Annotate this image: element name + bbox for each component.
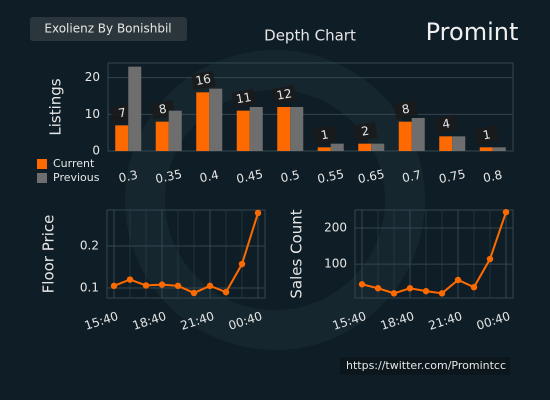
bar (196, 92, 210, 151)
point (502, 208, 510, 216)
value-label-box (312, 125, 337, 146)
bar (290, 107, 304, 151)
bar (398, 121, 412, 151)
point (254, 209, 262, 217)
y-tick-label: 200 (324, 221, 347, 235)
value-label-box (393, 99, 418, 120)
y-tick-label: 0.1 (80, 280, 99, 294)
legend-swatch (37, 159, 47, 169)
bar (371, 143, 385, 151)
point (126, 276, 134, 283)
bar (439, 136, 453, 151)
line (361, 211, 507, 295)
x-tick-label: 0.8 (482, 168, 504, 186)
bar (358, 143, 372, 151)
point (422, 287, 430, 295)
bar (317, 147, 331, 151)
value-label-box (191, 70, 216, 91)
line (113, 212, 259, 295)
y-axis-label: Listings (47, 78, 65, 135)
chart-title: Depth Chart (264, 27, 356, 45)
x-tick-label: 0.35 (154, 167, 183, 186)
bar (115, 125, 129, 151)
point (174, 282, 182, 290)
value-label: 7 (117, 105, 127, 120)
point (406, 285, 414, 292)
x-tick-label: 0.75 (438, 167, 467, 186)
legend-label: Current (53, 157, 95, 170)
value-label: 2 (360, 124, 370, 139)
link-box (340, 357, 510, 375)
legend-swatch (37, 173, 47, 183)
value-label: 12 (275, 86, 292, 102)
bar (249, 107, 263, 151)
point (142, 282, 150, 289)
value-label: 11 (235, 90, 252, 106)
y-tick-label: 100 (324, 257, 347, 271)
plot-frame (106, 209, 266, 299)
value-label-box (272, 85, 297, 105)
value-label: 8 (158, 102, 168, 117)
watermark (125, 50, 425, 350)
logo: Promint (426, 18, 519, 46)
bar (330, 143, 344, 151)
value-label-box (434, 114, 459, 135)
bar (452, 136, 466, 151)
x-tick-label: 0.7 (401, 168, 423, 186)
value-label: 8 (401, 102, 411, 117)
bar (277, 107, 291, 151)
footer-link: https://twitter.com/Promintcc (346, 359, 506, 372)
bar (128, 66, 142, 151)
bar (236, 110, 250, 151)
legend-label: Previous (53, 171, 100, 184)
value-label-box (353, 121, 378, 142)
value-label: 1 (320, 127, 330, 142)
value-label: 16 (194, 72, 211, 88)
point (206, 282, 214, 290)
y-tick-label: 10 (85, 107, 100, 121)
point (190, 289, 198, 297)
y-tick-label: 20 (85, 70, 100, 84)
x-tick-label: 0.65 (357, 167, 386, 186)
x-tick-label: 0.3 (117, 168, 139, 186)
value-label: 4 (441, 116, 451, 131)
point (238, 260, 246, 268)
x-tick-label: 0.4 (198, 168, 220, 186)
point (438, 290, 446, 297)
point (470, 283, 478, 291)
value-label: 1 (482, 127, 492, 142)
point (390, 290, 398, 297)
bar (411, 118, 425, 151)
bar (155, 121, 169, 151)
y-tick-label: 0 (92, 144, 100, 158)
y-axis-label: Floor Price (40, 215, 58, 294)
badge: Exolienz By Bonishbil (44, 22, 171, 36)
badge-box (30, 17, 187, 41)
point (358, 281, 366, 288)
bar (492, 147, 506, 151)
bar (168, 110, 182, 151)
value-label-box (231, 88, 256, 109)
point (222, 288, 230, 296)
point (454, 276, 462, 284)
point (486, 255, 494, 263)
point (158, 281, 166, 288)
plot-frame (354, 209, 514, 299)
point (110, 282, 118, 290)
x-tick-label: 0.5 (279, 168, 301, 186)
bar (479, 147, 493, 151)
y-axis-label: Sales Count (288, 209, 306, 298)
point (374, 285, 382, 292)
x-tick-label: 0.55 (316, 167, 345, 186)
bar (209, 88, 223, 151)
value-label-box (474, 125, 499, 146)
x-tick-label: 0.45 (235, 167, 264, 186)
y-tick-label: 0.2 (80, 239, 99, 253)
